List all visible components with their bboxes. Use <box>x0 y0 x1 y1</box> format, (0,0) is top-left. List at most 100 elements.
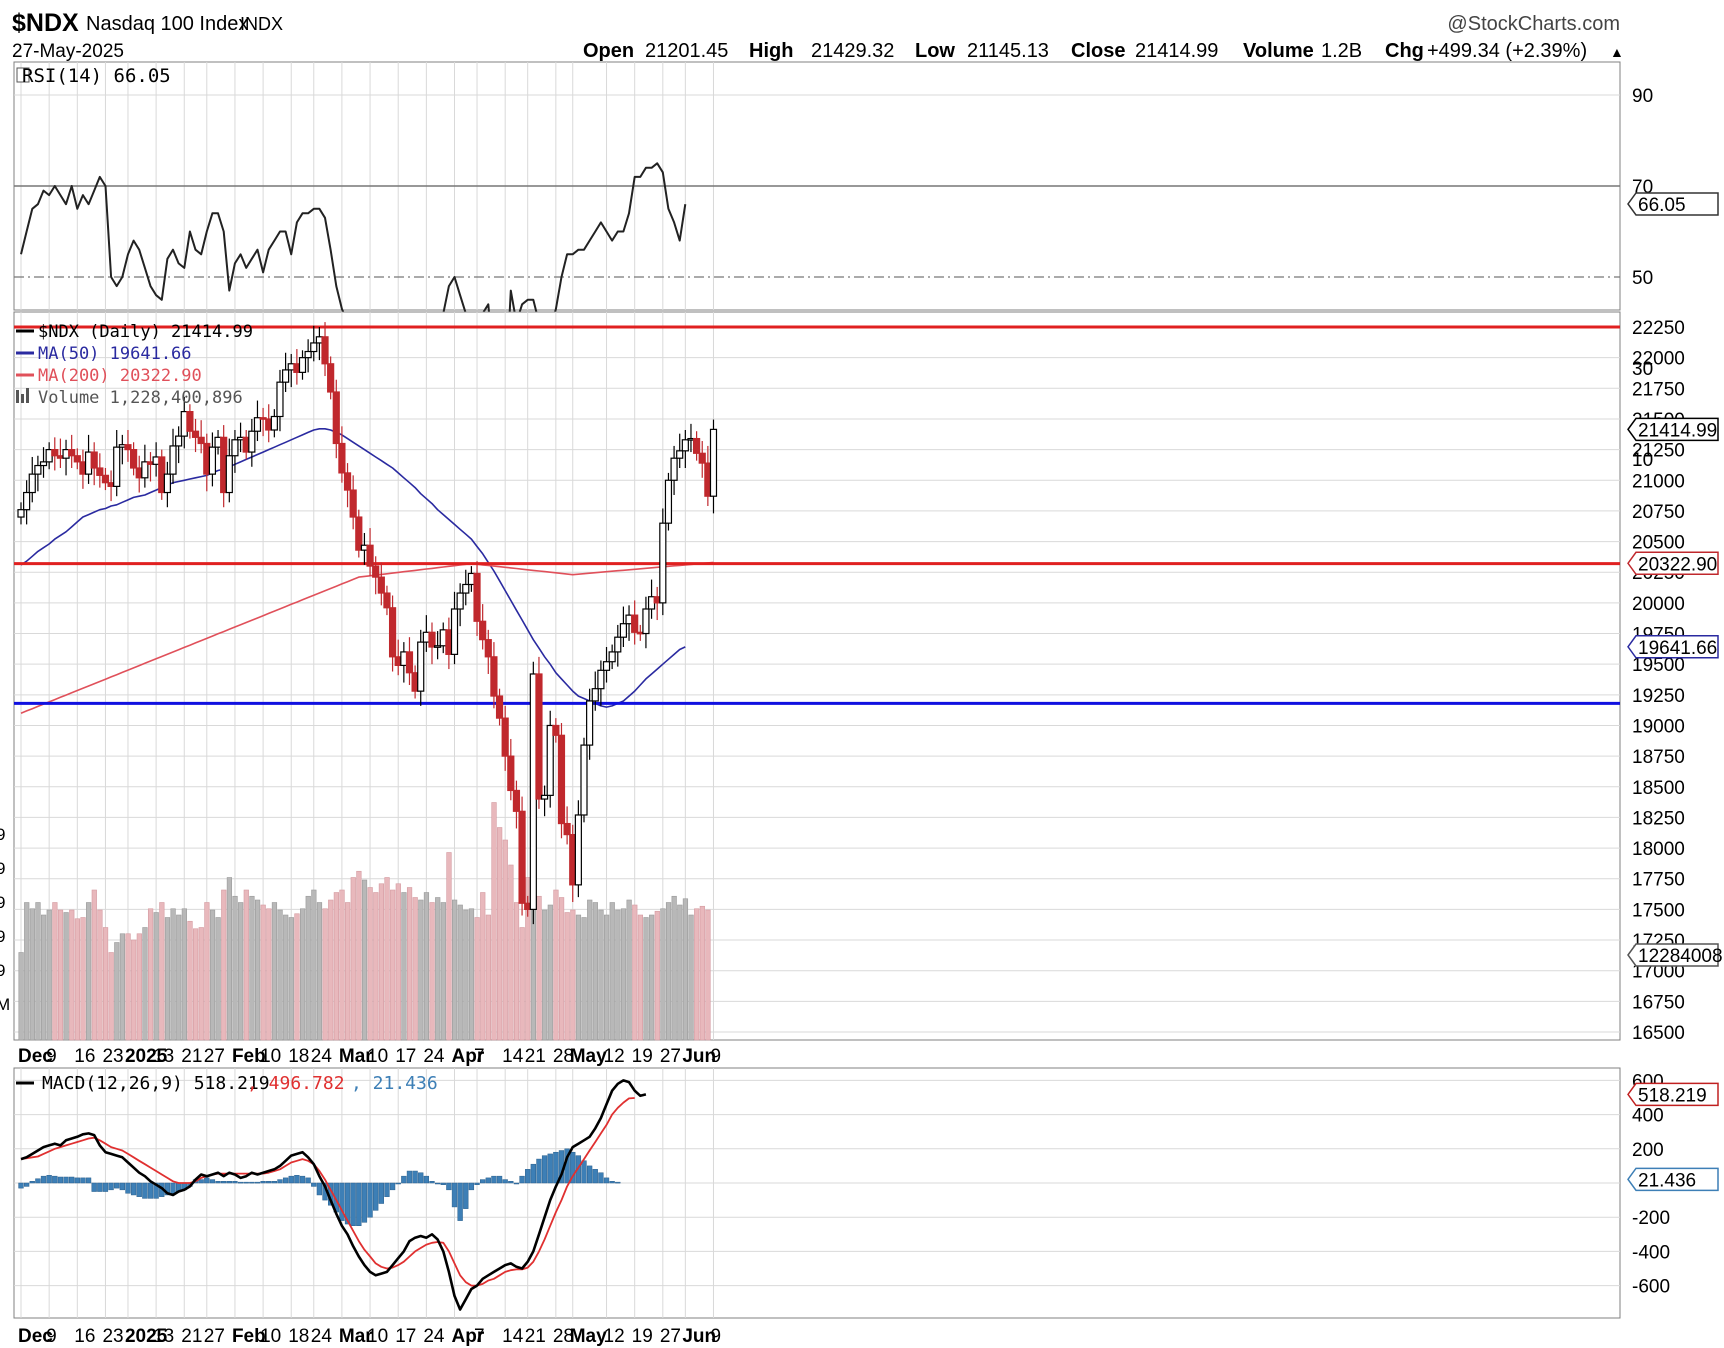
candle-body <box>23 491 31 511</box>
macd-histogram-bar <box>136 1182 142 1197</box>
candle-body <box>298 357 307 373</box>
price-tick-label: 16750 <box>1632 992 1685 1013</box>
macd-histogram-bar <box>350 1182 356 1226</box>
rsi-tick-label: 50 <box>1632 268 1653 289</box>
volume-tick-label: 9 <box>0 893 5 912</box>
macd-histogram-bar <box>553 1151 559 1184</box>
volume-bar <box>125 933 131 1041</box>
quote-label: Volume <box>1243 40 1314 62</box>
volume-bar <box>170 908 176 1041</box>
price-legend-entry: Volume 1,228,400,896 <box>38 388 243 408</box>
x-tick-label: 24 <box>311 1326 333 1347</box>
macd-histogram-bar <box>40 1175 47 1184</box>
candle-body <box>343 472 352 491</box>
volume-bar <box>299 908 306 1041</box>
price-tick-label: 19500 <box>1632 655 1685 676</box>
candle-body <box>124 444 132 451</box>
x-tick-label: 16 <box>74 1046 95 1067</box>
macd-histogram-bar <box>480 1179 486 1184</box>
volume-bar <box>485 914 491 1041</box>
x-tick-label: Mar <box>339 1326 373 1347</box>
macd-tick-label: -400 <box>1632 1242 1670 1263</box>
candle-body <box>175 435 183 447</box>
quote-value: +499.34 (+2.39%) <box>1427 40 1587 62</box>
x-tick-label: 19 <box>632 1046 653 1067</box>
volume-bar <box>114 942 120 1041</box>
volume-bar <box>468 908 475 1041</box>
x-tick-label: 21 <box>525 1046 546 1067</box>
volume-bar <box>322 908 328 1041</box>
macd-histogram-bar <box>361 1182 368 1223</box>
macd-histogram-bar <box>547 1153 553 1184</box>
volume-bar <box>226 877 233 1041</box>
macd-histogram-bar <box>389 1182 396 1191</box>
candle-body <box>591 688 599 702</box>
price-tick-label: 17750 <box>1632 870 1685 891</box>
macd-legend-entry: , 21.436 <box>351 1073 438 1094</box>
candle-body <box>473 572 481 622</box>
candle-body <box>552 724 560 736</box>
quote-value: 21145.13 <box>967 40 1049 62</box>
volume-bar <box>147 908 154 1041</box>
candle-body <box>557 734 566 825</box>
candle-body <box>17 509 25 518</box>
candle-body <box>90 451 98 469</box>
candle-body <box>692 437 701 454</box>
volume-bar <box>215 917 221 1041</box>
candle-body <box>197 436 205 445</box>
macd-histogram-bar <box>80 1177 86 1184</box>
candle-body <box>169 445 177 475</box>
volume-bar <box>660 908 666 1041</box>
volume-bar <box>288 917 294 1041</box>
macd-histogram-bar <box>249 1181 255 1184</box>
x-tick-label: 10 <box>260 1326 281 1347</box>
macd-histogram-bar <box>226 1181 232 1184</box>
volume-bar <box>249 895 255 1041</box>
volume-bar <box>643 917 649 1041</box>
candle-body <box>614 636 622 653</box>
volume-bar <box>52 902 58 1041</box>
volume-legend-icon <box>16 390 19 403</box>
volume-bar <box>609 902 615 1041</box>
macd-histogram-bar <box>367 1182 373 1218</box>
x-tick-label: 10 <box>260 1046 281 1067</box>
candle-body <box>34 464 42 475</box>
date: 27-May-2025 <box>12 41 124 62</box>
macd-histogram-bar <box>519 1175 525 1184</box>
watermark: @StockCharts.com <box>1447 13 1620 35</box>
macd-histogram-bar <box>164 1182 171 1196</box>
macd-histogram-bar <box>215 1181 221 1184</box>
macd-histogram-bar <box>35 1178 41 1184</box>
macd-histogram-bar <box>434 1182 441 1185</box>
macd-histogram-bar <box>536 1158 542 1184</box>
volume-bar <box>513 902 520 1041</box>
macd-histogram-bar <box>373 1182 379 1211</box>
panel-frame <box>13 1067 1621 1319</box>
volume-bar <box>682 898 689 1041</box>
volume-bar <box>283 914 289 1041</box>
price-tick-label: 18250 <box>1632 808 1685 829</box>
volume-bar <box>575 914 582 1041</box>
x-tick-label: Feb <box>232 1046 266 1067</box>
macd-histogram-bar <box>592 1169 598 1184</box>
candle-body <box>428 631 436 648</box>
volume-bar <box>356 870 362 1041</box>
candle-body <box>388 607 397 658</box>
candle-body <box>619 623 628 638</box>
volume-bar <box>671 895 677 1041</box>
candle-body <box>163 473 171 494</box>
volume-bar <box>423 892 430 1041</box>
macd-tag-hist: 21.436 <box>1638 1170 1696 1191</box>
rsi-legend-icon <box>16 67 30 83</box>
macd-histogram-bar <box>344 1182 351 1225</box>
volume-legend-icon <box>26 388 29 403</box>
volume-bar <box>305 895 311 1041</box>
macd-tick-label: -600 <box>1632 1277 1670 1298</box>
volume-legend-icon <box>21 394 24 403</box>
candle-body <box>495 695 504 719</box>
x-tick-label: 27 <box>660 1046 681 1067</box>
volume-bar <box>446 852 452 1041</box>
x-tick-label: Mar <box>339 1046 373 1067</box>
volume-bar <box>626 899 632 1041</box>
macd-histogram-bar <box>429 1181 435 1184</box>
